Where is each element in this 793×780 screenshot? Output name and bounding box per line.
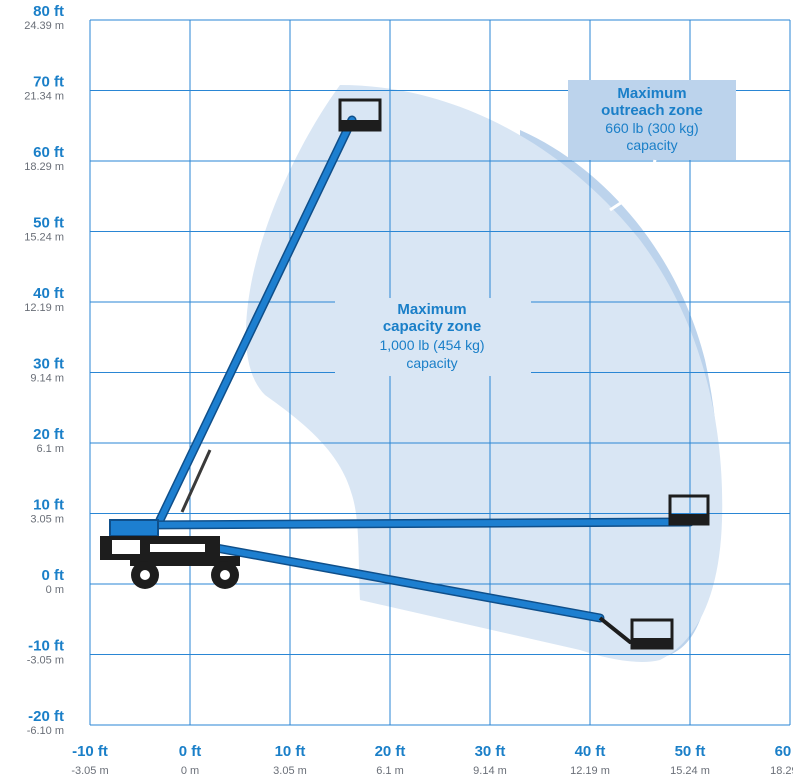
x-tick-label-m: 15.24 m [670, 765, 710, 777]
y-tick-label-m: 24.39 m [24, 20, 64, 32]
x-axis-labels: -10 ft -3.05 m 0 ft 0 m 10 ft 3.05 m 20 ft 6.1 … [71, 743, 793, 777]
x-tick-label-ft: 10 ft [275, 743, 306, 760]
boom-lowered [195, 540, 674, 650]
y-tick-label-m: 0 m [46, 584, 64, 596]
boom-horizontal [135, 494, 710, 530]
x-tick-label-ft: 40 ft [575, 743, 606, 760]
y-tick-label-ft: 10 ft [33, 497, 64, 514]
y-tick-label-m: 21.34 m [24, 91, 64, 103]
y-tick-label-m: 9.14 m [30, 373, 64, 385]
outreach-callout-box [568, 80, 736, 160]
y-tick-label-ft: -10 ft [28, 638, 64, 655]
y-tick-label-m: 3.05 m [30, 514, 64, 526]
capacity-capacity-word: capacity [406, 355, 457, 371]
outreach-capacity: 660 lb (300 kg) [605, 120, 698, 136]
y-tick-label-m: 15.24 m [24, 232, 64, 244]
y-tick-label-ft: 80 ft [33, 3, 64, 20]
grid-lines [89, 19, 791, 726]
y-tick-label-ft: 0 ft [42, 567, 65, 584]
outreach-callout-leader [609, 159, 657, 212]
y-tick-label-ft: -20 ft [28, 708, 64, 725]
x-tick-label-m: 6.1 m [376, 765, 404, 777]
x-tick-label-ft: 0 ft [179, 743, 202, 760]
y-tick-label-ft: 50 ft [33, 215, 64, 232]
y-tick-label-ft: 60 ft [33, 144, 64, 161]
x-tick-label-ft: 20 ft [375, 743, 406, 760]
x-tick-label-ft: 50 ft [675, 743, 706, 760]
y-tick-label-m: 12.19 m [24, 302, 64, 314]
outreach-title-1: Maximum [617, 85, 686, 102]
outreach-capacity-word: capacity [626, 137, 677, 153]
y-tick-label-ft: 40 ft [33, 285, 64, 302]
y-tick-label-ft: 20 ft [33, 426, 64, 443]
outreach-zone-callout: Maximum outreach zone 660 lb (300 kg) ca… [568, 80, 736, 212]
y-tick-label-m: 6.1 m [36, 443, 64, 455]
y-tick-label-m: -6.10 m [27, 725, 64, 737]
x-tick-label-ft: 30 ft [475, 743, 506, 760]
y-tick-label-m: 18.29 m [24, 161, 64, 173]
capacity-title-2: capacity zone [383, 318, 481, 335]
x-tick-label-m: -3.05 m [71, 765, 108, 777]
y-tick-label-ft: 30 ft [33, 356, 64, 373]
y-tick-label-m: -3.05 m [27, 655, 64, 667]
x-tick-label-m: 12.19 m [570, 765, 610, 777]
outreach-title-2: outreach zone [601, 102, 703, 119]
y-tick-label-ft: 70 ft [33, 74, 64, 91]
capacity-title-1: Maximum [397, 301, 466, 318]
capacity-capacity: 1,000 lb (454 kg) [379, 337, 484, 353]
capacity-zone-label: Maximum capacity zone 1,000 lb (454 kg) … [335, 298, 531, 376]
machine-chassis [100, 519, 240, 589]
x-tick-label-m: 18.29 m [770, 765, 793, 777]
x-tick-label-ft: 60 ft [775, 743, 793, 760]
capacity-label-box [335, 298, 531, 376]
x-tick-label-m: 0 m [181, 765, 199, 777]
x-tick-label-m: 3.05 m [273, 765, 307, 777]
x-tick-label-ft: -10 ft [72, 743, 108, 760]
boom-raised [155, 98, 382, 525]
x-tick-label-m: 9.14 m [473, 765, 507, 777]
